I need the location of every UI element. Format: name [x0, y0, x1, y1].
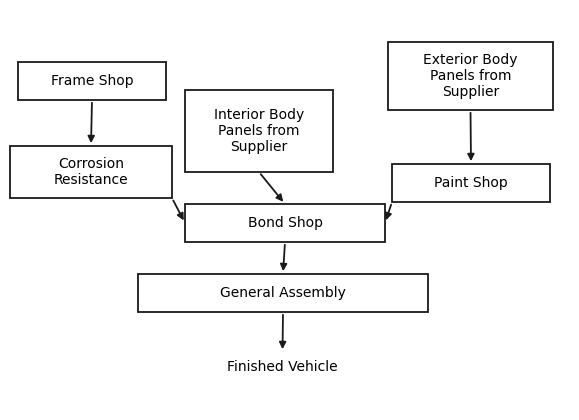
Text: Paint Shop: Paint Shop [434, 176, 508, 190]
Bar [392, 164, 550, 202]
Text: Bond Shop: Bond Shop [247, 216, 323, 230]
Text: Interior Body
Panels from
Supplier: Interior Body Panels from Supplier [214, 108, 304, 154]
Bar [18, 62, 166, 100]
Text: Exterior Body
Panels from
Supplier: Exterior Body Panels from Supplier [423, 53, 518, 99]
Bar [388, 42, 553, 110]
Bar [138, 274, 428, 312]
Text: General Assembly: General Assembly [220, 286, 346, 300]
Text: Frame Shop: Frame Shop [51, 74, 133, 88]
Text: Corrosion
Resistance: Corrosion Resistance [54, 157, 129, 187]
Bar [185, 204, 385, 242]
Bar [185, 90, 333, 172]
Text: Finished Vehicle: Finished Vehicle [227, 360, 338, 374]
Bar [10, 146, 172, 198]
